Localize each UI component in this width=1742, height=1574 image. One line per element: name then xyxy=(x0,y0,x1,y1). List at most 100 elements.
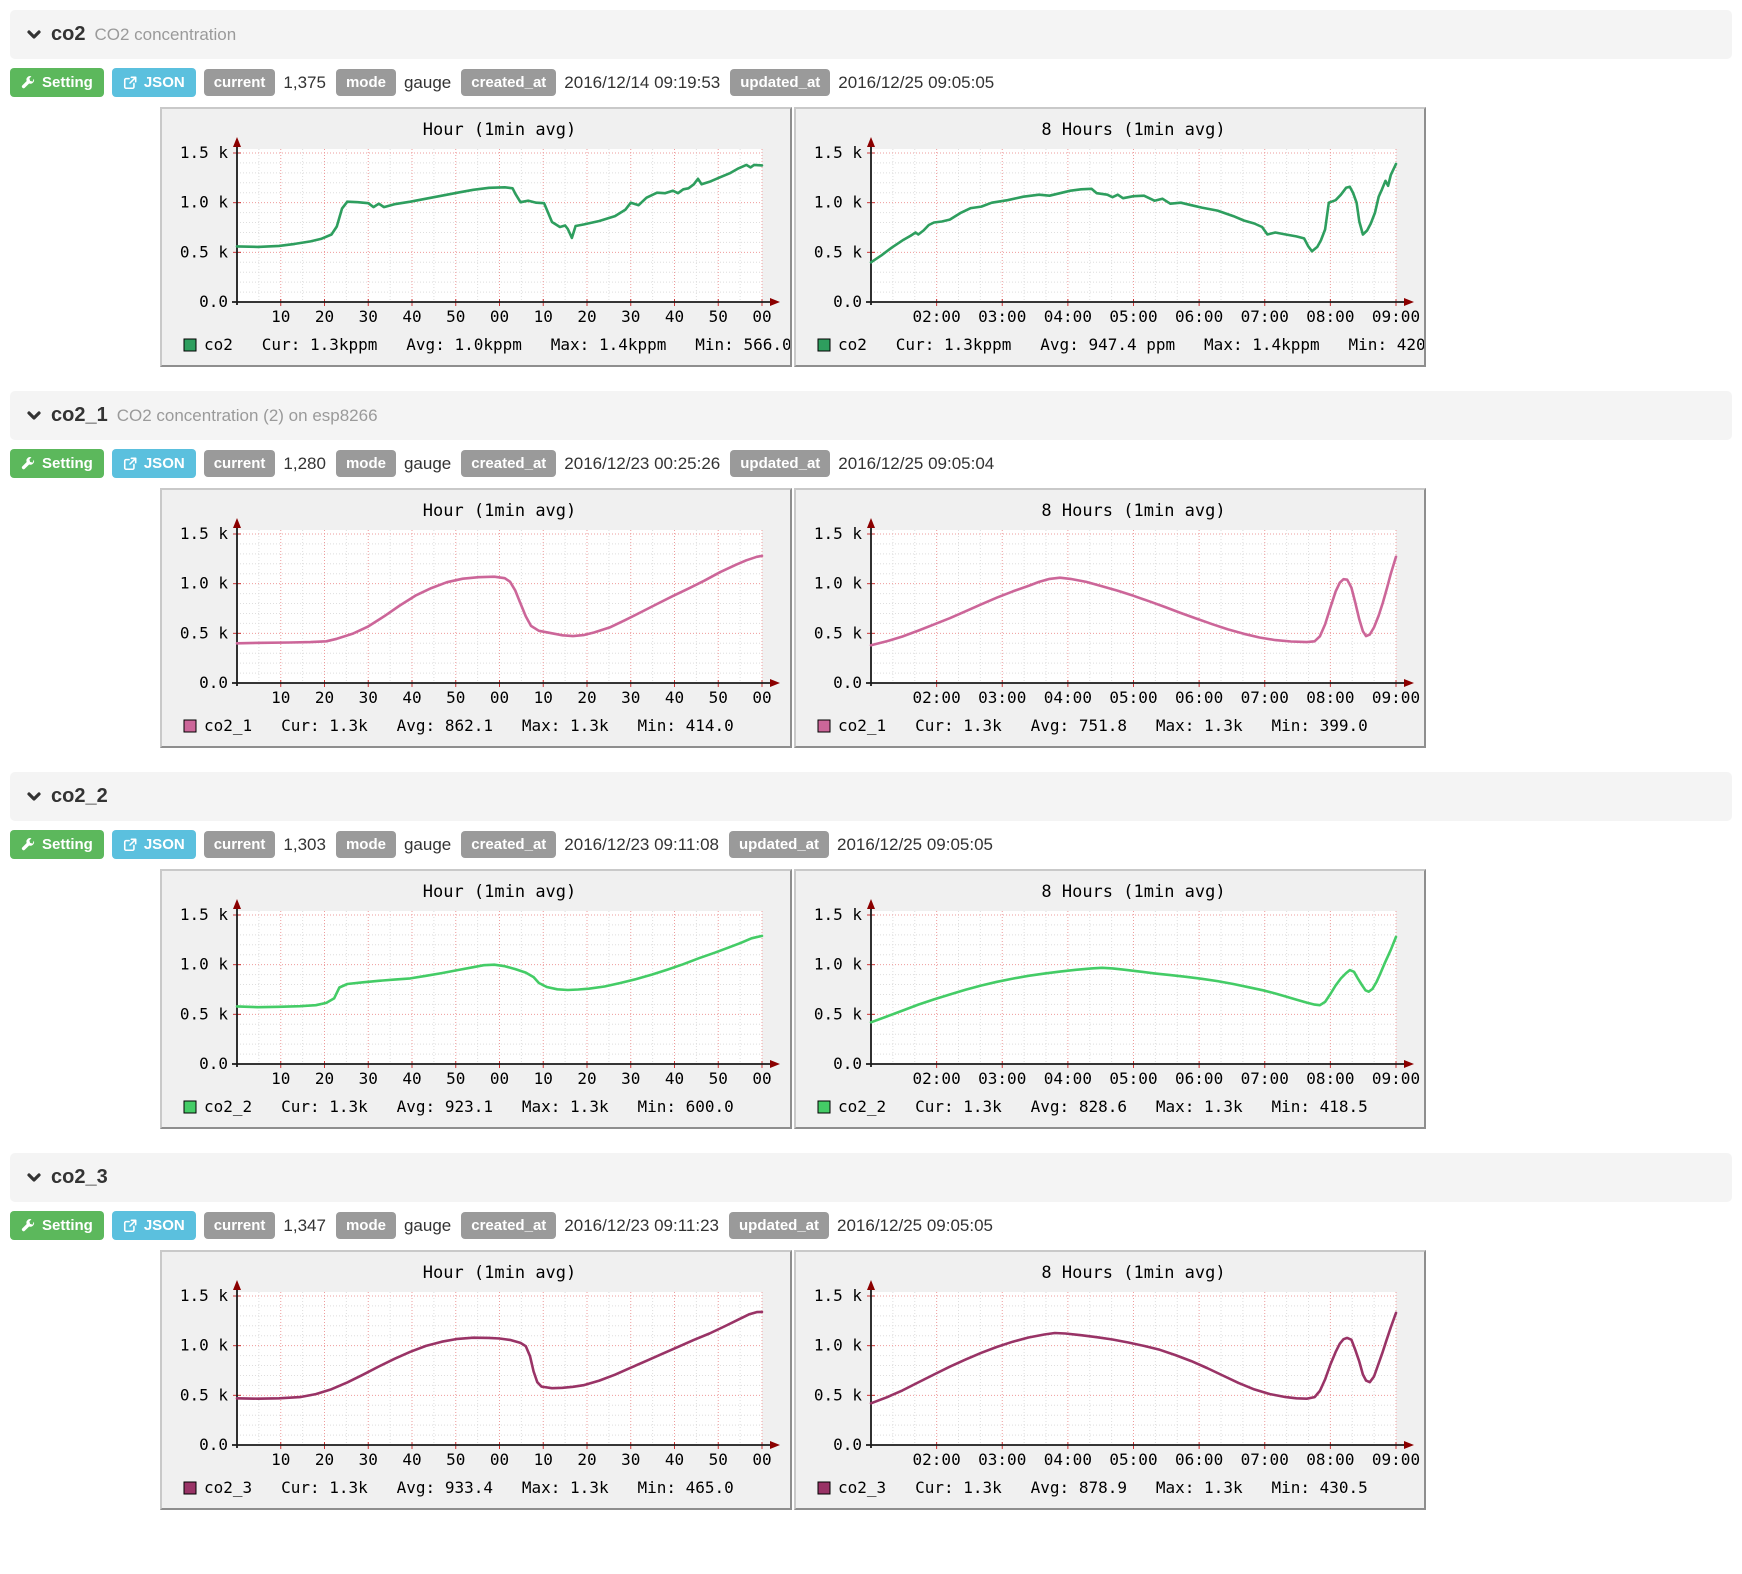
current-badge: current xyxy=(203,450,276,477)
setting-button-label: Setting xyxy=(42,1217,93,1234)
svg-text:40: 40 xyxy=(665,688,684,707)
mode-badge: mode xyxy=(335,831,396,858)
svg-text:8 Hours (1min avg): 8 Hours (1min avg) xyxy=(1041,882,1225,902)
svg-text:04:00: 04:00 xyxy=(1044,1450,1092,1469)
json-button-label: JSON xyxy=(143,455,185,472)
svg-text:03:00: 03:00 xyxy=(978,307,1026,326)
svg-text:0.0: 0.0 xyxy=(833,292,862,311)
svg-text:04:00: 04:00 xyxy=(1044,307,1092,326)
setting-button[interactable]: Setting xyxy=(10,1211,104,1240)
svg-text:40: 40 xyxy=(402,1069,421,1088)
json-button[interactable]: JSON xyxy=(111,830,196,859)
svg-text:20: 20 xyxy=(315,688,334,707)
hour-chart: Hour (1min avg) 0.0 0.5 k 1.0 k 1.5 k 10 20 30 4… xyxy=(160,1250,792,1510)
svg-text:0.0: 0.0 xyxy=(833,673,862,692)
chevron-down-icon xyxy=(26,27,42,43)
charts-row: Hour (1min avg) 0.0 0.5 k 1.0 k 1.5 k 10 20 30 4… xyxy=(160,488,1732,748)
json-button-label: JSON xyxy=(143,74,185,91)
updated-at-badge: updated_at xyxy=(729,831,830,858)
hour-chart: Hour (1min avg) 0.0 0.5 k 1.0 k 1.5 k 10 20 30 4… xyxy=(160,488,792,748)
svg-text:1.0 k: 1.0 k xyxy=(180,193,229,212)
svg-text:02:00: 02:00 xyxy=(913,688,961,707)
svg-text:02:00: 02:00 xyxy=(913,1450,961,1469)
svg-text:co2_1 Cur: 1.3k Avg: 751.8: co2_1 Cur: 1.3k Avg: 751.8 Max: 1.3k Min… xyxy=(838,716,1368,735)
json-button[interactable]: JSON xyxy=(111,68,196,97)
section-header[interactable]: co2 CO2 concentration xyxy=(10,10,1732,59)
svg-text:08:00: 08:00 xyxy=(1306,1069,1354,1088)
svg-text:1.0 k: 1.0 k xyxy=(180,955,229,974)
svg-text:03:00: 03:00 xyxy=(978,688,1026,707)
mode-value: gauge xyxy=(403,1215,452,1235)
svg-text:40: 40 xyxy=(402,1450,421,1469)
eight-hours-chart: 8 Hours (1min avg) 0.0 0.5 k 1.0 k 1.5 k 02:0… xyxy=(794,488,1426,748)
svg-text:06:00: 06:00 xyxy=(1175,1450,1223,1469)
section-description: CO2 concentration xyxy=(94,24,237,44)
svg-text:30: 30 xyxy=(359,307,378,326)
svg-text:05:00: 05:00 xyxy=(1109,1069,1157,1088)
section-toolbar: Setting JSON current 1,375 mode gauge cr… xyxy=(10,68,1732,97)
svg-text:1.5 k: 1.5 k xyxy=(814,524,863,543)
setting-button[interactable]: Setting xyxy=(10,449,104,478)
svg-text:10: 10 xyxy=(534,688,553,707)
svg-text:05:00: 05:00 xyxy=(1109,307,1157,326)
external-link-icon xyxy=(123,1219,137,1233)
svg-text:09:00: 09:00 xyxy=(1372,1450,1420,1469)
svg-text:0.0: 0.0 xyxy=(199,1435,228,1454)
svg-text:30: 30 xyxy=(621,307,640,326)
section-header[interactable]: co2_1 CO2 concentration (2) on esp8266 xyxy=(10,391,1732,440)
svg-text:Hour (1min avg): Hour (1min avg) xyxy=(423,120,577,140)
charts-row: Hour (1min avg) 0.0 0.5 k 1.0 k 1.5 k 10 20 30 4… xyxy=(160,107,1732,367)
updated-at-badge: updated_at xyxy=(729,1212,830,1239)
svg-text:0.5 k: 0.5 k xyxy=(814,623,863,642)
section-header[interactable]: co2_3 xyxy=(10,1153,1732,1202)
svg-text:8 Hours (1min avg): 8 Hours (1min avg) xyxy=(1041,501,1225,521)
svg-text:10: 10 xyxy=(534,307,553,326)
wrench-icon xyxy=(21,1218,35,1233)
json-button[interactable]: JSON xyxy=(111,449,196,478)
current-badge: current xyxy=(203,69,276,96)
svg-text:20: 20 xyxy=(577,688,596,707)
section-title: co2_1 xyxy=(51,404,108,426)
svg-text:co2 Cur: 1.3kppm Avg: 947.: co2 Cur: 1.3kppm Avg: 947.4 ppm Max: 1.4… xyxy=(838,335,1424,354)
svg-text:09:00: 09:00 xyxy=(1372,307,1420,326)
external-link-icon xyxy=(123,457,137,471)
svg-text:30: 30 xyxy=(359,688,378,707)
svg-text:Hour (1min avg): Hour (1min avg) xyxy=(423,501,577,521)
created-at-value: 2016/12/23 09:11:23 xyxy=(564,1215,719,1235)
created-at-badge: created_at xyxy=(461,450,557,477)
external-link-icon xyxy=(123,838,137,852)
svg-text:03:00: 03:00 xyxy=(978,1450,1026,1469)
eight-hours-chart: 8 Hours (1min avg) 0.0 0.5 k 1.0 k 1.5 k 02:0… xyxy=(794,1250,1426,1510)
setting-button[interactable]: Setting xyxy=(10,68,104,97)
updated-at-value: 2016/12/25 09:05:05 xyxy=(837,1215,993,1235)
svg-text:07:00: 07:00 xyxy=(1241,1450,1289,1469)
section-description: CO2 concentration (2) on esp8266 xyxy=(116,405,378,425)
setting-button-label: Setting xyxy=(42,836,93,853)
svg-text:10: 10 xyxy=(534,1450,553,1469)
svg-text:0.0: 0.0 xyxy=(833,1435,862,1454)
svg-text:8 Hours (1min avg): 8 Hours (1min avg) xyxy=(1041,120,1225,140)
svg-text:40: 40 xyxy=(665,1069,684,1088)
section-header[interactable]: co2_2 xyxy=(10,772,1732,821)
mode-value: gauge xyxy=(403,834,452,854)
svg-text:05:00: 05:00 xyxy=(1109,1450,1157,1469)
svg-text:03:00: 03:00 xyxy=(978,1069,1026,1088)
created-at-value: 2016/12/23 00:25:26 xyxy=(564,453,721,473)
hour-chart: Hour (1min avg) 0.0 0.5 k 1.0 k 1.5 k 10 20 30 4… xyxy=(160,107,792,367)
svg-text:30: 30 xyxy=(359,1450,378,1469)
setting-button[interactable]: Setting xyxy=(10,830,104,859)
json-button[interactable]: JSON xyxy=(111,1211,196,1240)
svg-text:Hour (1min avg): Hour (1min avg) xyxy=(423,882,577,902)
svg-text:1.0 k: 1.0 k xyxy=(814,955,863,974)
svg-text:05:00: 05:00 xyxy=(1109,688,1157,707)
svg-text:30: 30 xyxy=(359,1069,378,1088)
svg-text:20: 20 xyxy=(577,307,596,326)
chevron-down-icon xyxy=(26,408,42,424)
svg-text:1.5 k: 1.5 k xyxy=(180,143,229,162)
wrench-icon xyxy=(21,456,35,471)
setting-button-label: Setting xyxy=(42,455,93,472)
mode-value: gauge xyxy=(403,72,452,92)
svg-text:00: 00 xyxy=(490,307,509,326)
svg-text:10: 10 xyxy=(534,1069,553,1088)
svg-text:co2_2 Cur: 1.3k Avg: 923.1: co2_2 Cur: 1.3k Avg: 923.1 Max: 1.3k Min… xyxy=(204,1097,734,1116)
